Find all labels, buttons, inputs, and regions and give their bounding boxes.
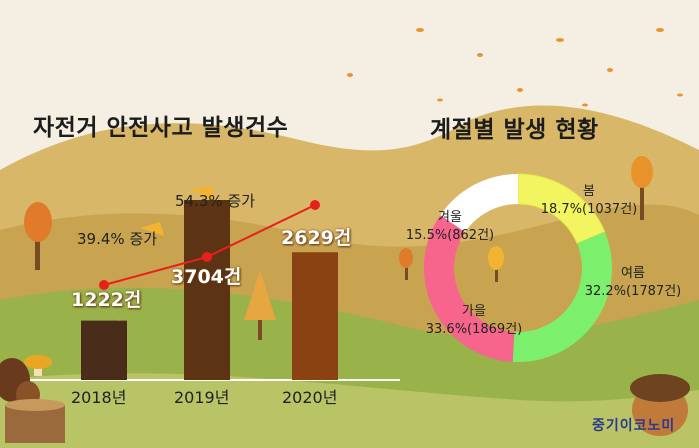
pie-slice-겨울 xyxy=(440,174,518,233)
falling-leaves xyxy=(347,28,683,107)
pie-label-summer-name: 여름 xyxy=(621,266,645,281)
pie-label-autumn: 가을 33.6%(1869건) xyxy=(404,303,544,339)
x-tick-label-2020: 2020년 xyxy=(282,388,338,407)
bar-2020년 xyxy=(292,252,338,380)
trend-point-2018년 xyxy=(99,280,109,290)
pie-label-summer-value: 32.2%(1787건) xyxy=(584,284,682,299)
squirrel xyxy=(0,358,65,443)
left-chart-title: 자전거 안전사고 발생건수 xyxy=(33,115,289,141)
bar-2019년 xyxy=(184,200,230,380)
pie-label-winter-name: 겨울 xyxy=(438,210,462,225)
pie-label-autumn-name: 가을 xyxy=(462,304,486,319)
pie-slice-가을 xyxy=(424,215,515,362)
front-field xyxy=(0,373,699,448)
tree-right-1 xyxy=(631,156,653,220)
right-chart-title: 계절별 발생 현황 xyxy=(430,117,599,143)
tree-right-2 xyxy=(488,246,504,282)
pie-label-spring: 봄 18.7%(1037건) xyxy=(519,183,659,219)
pie-slice-여름 xyxy=(512,231,612,362)
mushroom xyxy=(24,355,52,376)
trend-point-2020년 xyxy=(310,200,320,210)
tree-mid xyxy=(244,270,276,340)
increase-label-2020: 54.3% 증가 xyxy=(175,192,256,210)
pie-label-winter: 겨울 15.5%(862건) xyxy=(395,209,505,245)
pie-label-summer: 여름 32.2%(1787건) xyxy=(573,265,693,301)
trend-point-2019년 xyxy=(202,252,212,262)
x-tick-label-2018: 2018년 xyxy=(71,388,127,407)
bar-value-label-2018: 1222건 xyxy=(71,289,142,311)
x-tick-label-2019: 2019년 xyxy=(174,388,230,407)
bar-value-label-2020: 2629건 xyxy=(281,227,352,249)
bar-2018년 xyxy=(81,320,127,380)
tree-right-3 xyxy=(399,248,413,280)
brand-logo: 중기이코노미 xyxy=(592,418,676,434)
bar-value-label-2019: 3704건 xyxy=(171,266,242,288)
tree-left xyxy=(24,202,52,270)
pie-label-spring-name: 봄 xyxy=(583,184,595,199)
pie-slice-봄 xyxy=(517,173,606,244)
acorn xyxy=(630,374,690,436)
increase-label-2019: 39.4% 증가 xyxy=(77,230,158,248)
pie-label-winter-value: 15.5%(862건) xyxy=(405,228,495,243)
pie-label-spring-value: 18.7%(1037건) xyxy=(540,202,638,217)
pie-label-autumn-value: 33.6%(1869건) xyxy=(425,322,523,337)
